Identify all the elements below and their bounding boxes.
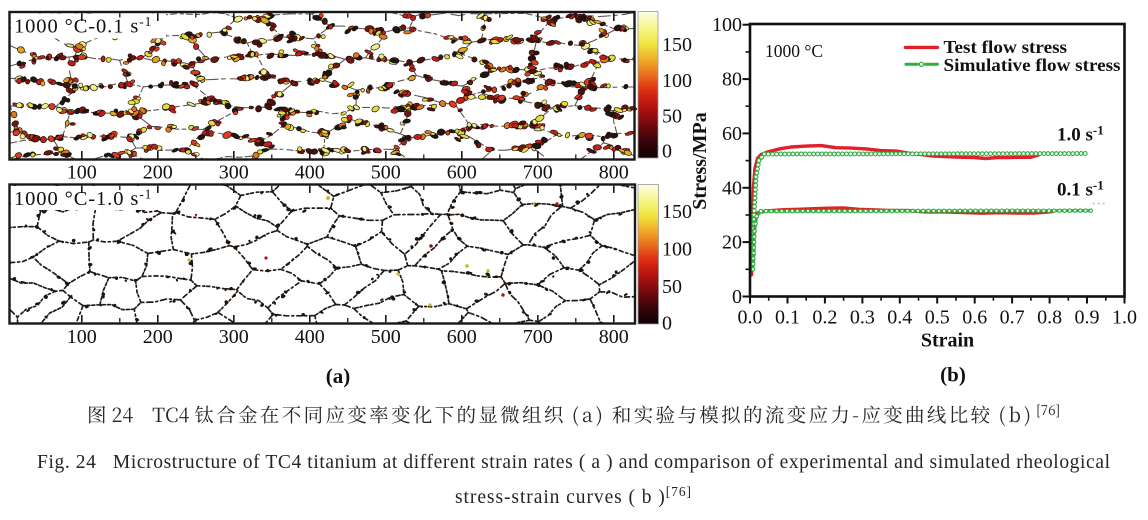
svg-text:Strain: Strain [921, 330, 974, 352]
svg-text:400: 400 [295, 162, 325, 184]
svg-text:0: 0 [732, 286, 742, 308]
svg-text:700: 700 [523, 162, 553, 184]
svg-text:800: 800 [599, 162, 629, 184]
svg-text:50: 50 [662, 276, 682, 298]
svg-text:stress-strain curves ( b )[76]: stress-strain curves ( b )[76] [455, 484, 691, 508]
svg-text:100: 100 [662, 70, 692, 92]
svg-text:1000 °C-1.0 s-1: 1000 °C-1.0 s-1 [14, 187, 152, 211]
svg-text:100: 100 [712, 14, 742, 36]
svg-text:200: 200 [143, 326, 173, 348]
svg-text:Test flow stress: Test flow stress [944, 37, 1068, 57]
svg-text:500: 500 [371, 162, 401, 184]
svg-text:0.2: 0.2 [812, 307, 837, 329]
svg-text:0.9: 0.9 [1075, 307, 1100, 329]
svg-text:0.1 s-1: 0.1 s-1 [1057, 178, 1104, 201]
svg-text:150: 150 [662, 34, 692, 56]
svg-text:300: 300 [219, 162, 249, 184]
svg-text:Simulative flow stress: Simulative flow stress [944, 55, 1121, 75]
svg-text:700: 700 [523, 326, 553, 348]
svg-text:0: 0 [662, 313, 672, 335]
svg-text:0.3: 0.3 [850, 307, 875, 329]
svg-text:20: 20 [722, 232, 742, 254]
svg-text:600: 600 [447, 326, 477, 348]
svg-text:150: 150 [662, 201, 692, 223]
svg-text:40: 40 [722, 177, 742, 199]
svg-text:500: 500 [371, 326, 401, 348]
svg-text:0: 0 [662, 141, 672, 163]
svg-text:0.0: 0.0 [738, 307, 763, 329]
svg-text:1.0 s-1: 1.0 s-1 [1057, 123, 1104, 146]
svg-text:80: 80 [722, 69, 742, 91]
svg-text:0.7: 0.7 [1000, 307, 1025, 329]
svg-text:800: 800 [599, 326, 629, 348]
svg-text:100: 100 [67, 162, 97, 184]
svg-text:60: 60 [722, 123, 742, 145]
svg-text:0.8: 0.8 [1037, 307, 1062, 329]
svg-text:50: 50 [662, 106, 682, 128]
svg-text:(a): (a) [326, 364, 351, 388]
svg-text:300: 300 [219, 326, 249, 348]
svg-text:0.6: 0.6 [962, 307, 987, 329]
svg-text:200: 200 [143, 162, 173, 184]
svg-text:1000 °C-0.1 s-1: 1000 °C-0.1 s-1 [14, 14, 152, 38]
svg-text:100: 100 [67, 326, 97, 348]
svg-text:0.5: 0.5 [925, 307, 950, 329]
svg-text:400: 400 [295, 326, 325, 348]
svg-text:0.1: 0.1 [775, 307, 800, 329]
svg-text:1.0: 1.0 [1112, 307, 1137, 329]
svg-text:(b): (b) [940, 363, 966, 387]
svg-text:Stress/MPa: Stress/MPa [689, 112, 711, 209]
svg-text:600: 600 [447, 162, 477, 184]
svg-text:Fig. 24 Microstructure of TC: Fig. 24 Microstructure of TC4 titanium a… [37, 452, 1111, 473]
svg-text:0.4: 0.4 [887, 307, 912, 329]
svg-text:1000 °C: 1000 °C [765, 41, 823, 61]
svg-text:100: 100 [662, 239, 692, 261]
